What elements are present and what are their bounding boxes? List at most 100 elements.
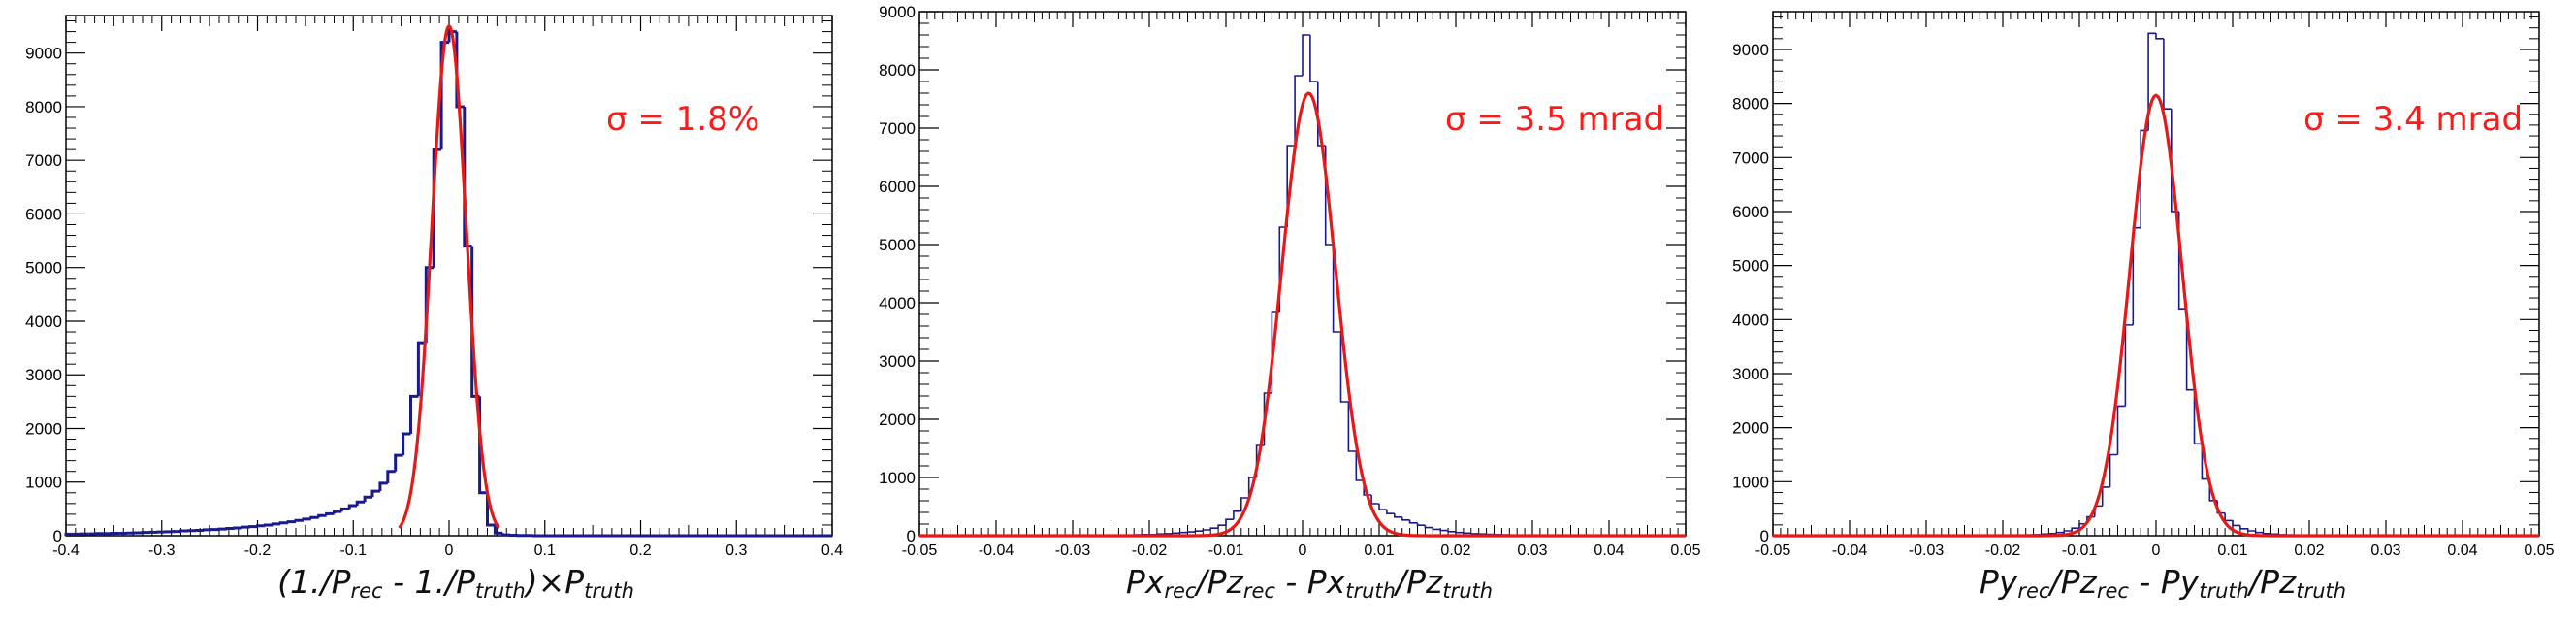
histogram-bin (363, 495, 372, 503)
histogram-bin (1332, 245, 1341, 333)
x-label-text: - 1./P (382, 563, 475, 601)
histogram-bin (325, 511, 335, 516)
x-tick-label: 0 (1299, 543, 1307, 559)
x-label-subscript: truth (474, 579, 526, 603)
plot-frame (1772, 11, 2540, 537)
x-tick-label: -0.05 (1755, 543, 1791, 559)
y-tick-label: 5000 (25, 259, 62, 278)
histogram-bin (2155, 33, 2164, 40)
histogram-bin (1194, 530, 1204, 533)
histogram-bin (2201, 444, 2210, 480)
histogram-panel-py: -0.05 -0.04 -0.03 -0.02 -0.01 0 0.01 0.02 0.03 0.… (1707, 0, 2560, 625)
histogram-bin (2254, 530, 2264, 534)
y-tick-label: 8000 (25, 98, 62, 116)
x-tick-label: 0.1 (534, 543, 556, 559)
y-tick-label: 3000 (25, 366, 62, 384)
x-tick-label: 0 (445, 543, 454, 559)
x-tick-label: 0.2 (629, 543, 651, 559)
y-tick-label: 2000 (1732, 419, 1769, 438)
x-tick-label: 0.03 (2370, 543, 2400, 559)
histogram-bin (2185, 309, 2195, 391)
histogram-bin (1370, 495, 1379, 505)
histogram-bin (256, 524, 266, 528)
histogram-bin (263, 523, 274, 527)
y-tick-label: 7000 (1732, 148, 1769, 167)
histogram-bin (179, 529, 189, 533)
x-tick-label: -0.03 (1909, 543, 1945, 559)
y-tick-label: 9000 (1732, 41, 1769, 59)
histogram-bin (1439, 529, 1449, 532)
x-label-text: Px (1125, 563, 1165, 601)
histogram-bin (1455, 531, 1464, 534)
y-tick-label: 4000 (25, 312, 62, 331)
histogram-bin (339, 507, 350, 512)
histogram-bin (2109, 453, 2118, 487)
x-tick-label: -0.04 (1832, 543, 1868, 559)
y-tick-label: 9000 (25, 45, 62, 63)
x-label-text: - Px (1274, 563, 1346, 601)
y-tick-label: 2000 (25, 419, 62, 438)
x-label-subscript: rec (1242, 579, 1275, 603)
x-label-text: /Pz (2248, 563, 2297, 601)
x-tick-label: 0.02 (2294, 543, 2324, 559)
x-label-subscript: truth (584, 579, 634, 603)
histogram-bin (2239, 525, 2248, 530)
histogram-bin (493, 524, 503, 535)
histogram-bin (2147, 32, 2156, 131)
y-tick-label: 8000 (879, 61, 916, 80)
histogram-bin (2232, 520, 2240, 527)
histogram-bin (386, 470, 396, 483)
histogram-bin (1225, 518, 1234, 526)
histogram-bin (1171, 532, 1180, 535)
histogram-bin (432, 148, 442, 268)
histogram-bin (1378, 504, 1387, 510)
x-label-subscript: rec (1164, 579, 1197, 603)
x-label-subscript: truth (1442, 579, 1494, 603)
x-tick-label: -0.05 (902, 543, 938, 559)
x-label-subscript: truth (1345, 579, 1396, 603)
y-tick-label: 0 (53, 527, 62, 545)
histogram-bin (500, 533, 511, 537)
gaussian-fit-curve (398, 24, 500, 529)
x-tick-label: -0.2 (244, 543, 272, 559)
y-tick-label: 5000 (1732, 257, 1769, 276)
histogram-bin (233, 526, 242, 530)
x-tick-label: 0.01 (2217, 543, 2247, 559)
y-tick-label: 3000 (1732, 365, 1769, 383)
histogram-bin (202, 528, 212, 532)
histogram-bin (2224, 512, 2233, 522)
histogram-bin (1447, 530, 1456, 533)
y-tick-label: 5000 (879, 236, 916, 254)
x-tick-label: -0.3 (148, 543, 176, 559)
histogram-bin (294, 518, 304, 522)
x-label-subscript: rec (350, 579, 383, 603)
histogram-bin (2270, 533, 2279, 536)
y-tick-label: 6000 (879, 178, 916, 196)
x-tick-label: -0.01 (2062, 543, 2098, 559)
x-label-subscript: truth (2296, 579, 2347, 603)
histogram-bin (1394, 513, 1402, 518)
x-tick-label: -0.02 (1985, 543, 2021, 559)
histogram-bin (2193, 389, 2203, 445)
histogram-bin (2101, 486, 2110, 507)
histogram-bin (309, 515, 319, 519)
histogram-bin (271, 522, 281, 526)
histogram-bin (1416, 522, 1426, 526)
histogram-bin (486, 492, 496, 527)
histogram-bin (1217, 524, 1226, 529)
x-label-text: /Pz (1395, 563, 1443, 601)
x-tick-label: 0.4 (821, 543, 843, 559)
histogram-bin (2262, 532, 2271, 535)
histogram-bin (1347, 402, 1357, 452)
histogram-bin (278, 521, 289, 525)
x-tick-label: 0.05 (1670, 543, 1700, 559)
y-tick-label: 8000 (1732, 95, 1769, 114)
histogram-bin (317, 513, 327, 518)
histogram-bin (64, 532, 74, 536)
histogram-bin (1294, 75, 1303, 146)
x-tick-label: -0.04 (979, 543, 1014, 559)
histogram-bin (1401, 516, 1410, 521)
histogram-bin (455, 31, 465, 109)
px-slope-resolution-chart: -0.05 -0.04 -0.03 -0.02 -0.01 0 0.01 0.02 0.03 0.… (879, 3, 1701, 559)
sigma-annotation: σ = 3.5 mrad (1445, 100, 1665, 139)
